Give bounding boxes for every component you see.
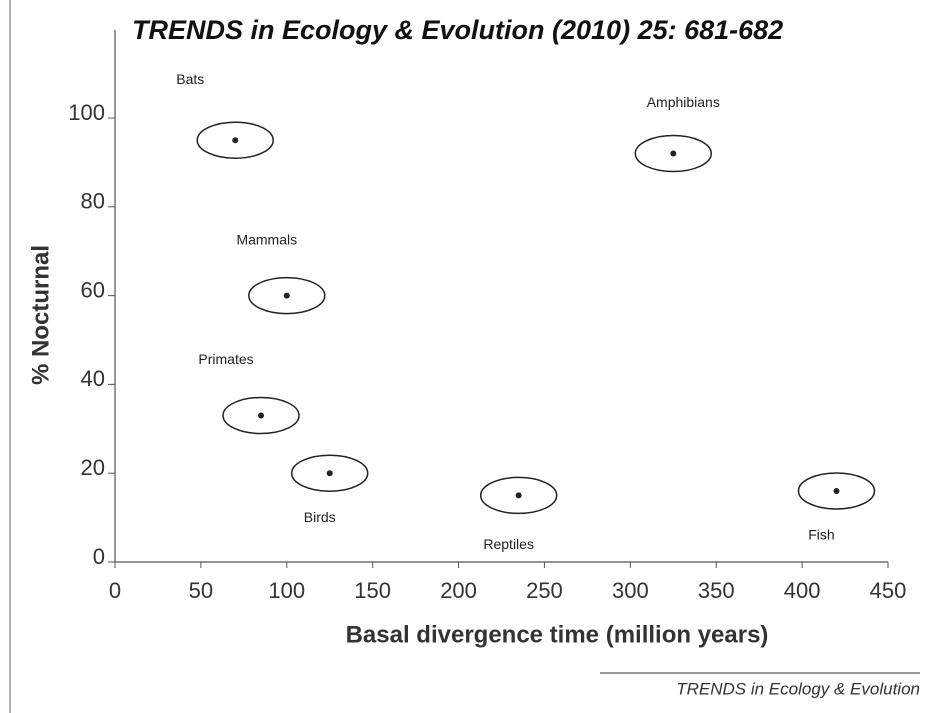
- x-tick-label: 250: [526, 578, 563, 603]
- x-tick-label: 200: [440, 578, 477, 603]
- x-tick-label: 450: [870, 578, 907, 603]
- x-tick-label: 100: [268, 578, 305, 603]
- animal-point: [516, 492, 522, 498]
- x-tick-label: 150: [354, 578, 391, 603]
- animal-point: [258, 412, 264, 418]
- x-tick-label: 300: [612, 578, 649, 603]
- animal-point: [670, 151, 676, 157]
- source: TRENDS in Ecology & Evolution: [676, 679, 920, 698]
- chart: TRENDS in Ecology & Evolution (2010) 25:…: [0, 0, 933, 713]
- point-label: Reptiles: [483, 536, 534, 552]
- animal-point: [327, 470, 333, 476]
- point-label: Bats: [176, 71, 204, 87]
- y-tick-label: 60: [81, 277, 105, 302]
- animal-point: [833, 488, 839, 494]
- animal-point: [284, 293, 290, 299]
- y-tick-label: 40: [81, 366, 105, 391]
- point-label: Amphibians: [647, 94, 720, 110]
- chart-title: TRENDS in Ecology & Evolution (2010) 25:…: [132, 15, 783, 45]
- point-label: Primates: [198, 351, 253, 367]
- point-label: Fish: [808, 527, 834, 543]
- y-tick-label: 20: [81, 455, 105, 480]
- point-label: Mammals: [236, 231, 297, 247]
- point-label: Birds: [304, 509, 336, 525]
- y-tick-label: 0: [93, 544, 105, 569]
- x-tick-label: 400: [784, 578, 821, 603]
- animal-point: [232, 137, 238, 143]
- y-tick-label: 80: [81, 189, 105, 214]
- x-tick-label: 0: [109, 578, 121, 603]
- x-tick-label: 50: [189, 578, 213, 603]
- x-axis-label: Basal divergence time (million years): [346, 621, 769, 648]
- y-tick-label: 100: [68, 100, 105, 125]
- y-axis-label: % Nocturnal: [27, 245, 54, 385]
- x-tick-label: 350: [698, 578, 735, 603]
